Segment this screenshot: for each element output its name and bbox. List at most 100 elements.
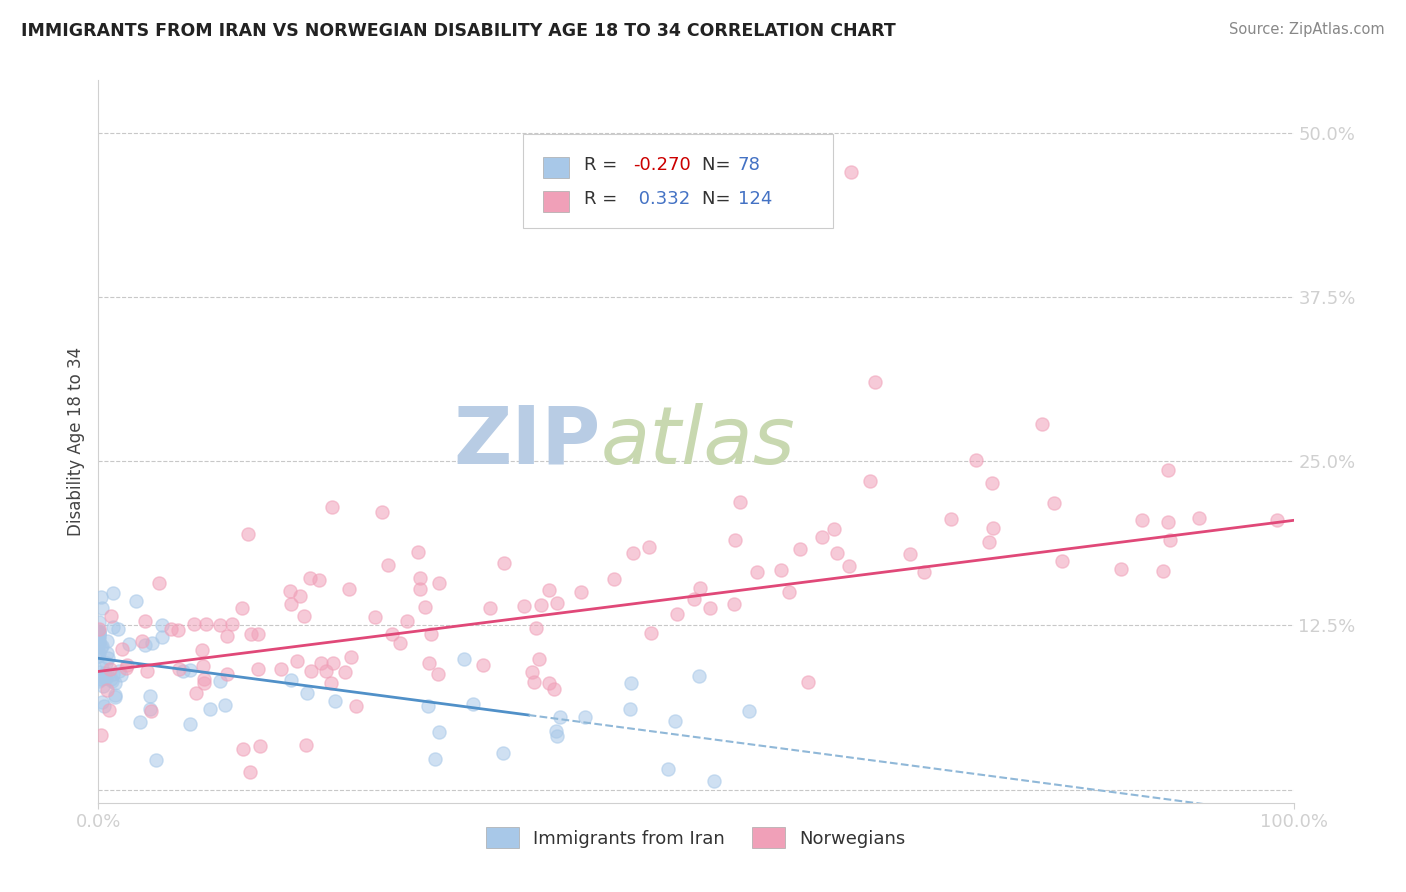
FancyBboxPatch shape: [523, 135, 834, 228]
Text: R =: R =: [583, 156, 623, 174]
Point: [89, 630, 111, 644]
Point: [689, 581, 711, 595]
Point: [311, 657, 333, 671]
Point: [537, 582, 560, 597]
Point: [841, 165, 863, 179]
Point: [420, 627, 443, 641]
Point: [89, 632, 111, 646]
Point: [337, 582, 360, 596]
Point: [1132, 513, 1154, 527]
Point: [89, 615, 111, 629]
Point: [453, 652, 475, 666]
Point: [198, 702, 221, 716]
Point: [94, 666, 117, 681]
Point: [413, 599, 436, 614]
Text: IMMIGRANTS FROM IRAN VS NORWEGIAN DISABILITY AGE 18 TO 34 CORRELATION CHART: IMMIGRANTS FROM IRAN VS NORWEGIAN DISABI…: [21, 22, 896, 40]
Point: [418, 657, 440, 671]
Y-axis label: Disability Age 18 to 34: Disability Age 18 to 34: [66, 347, 84, 536]
Point: [657, 762, 679, 776]
Point: [87, 623, 110, 637]
Point: [139, 704, 162, 718]
Point: [1159, 533, 1181, 547]
Point: [1050, 554, 1073, 568]
Point: [323, 693, 346, 707]
Point: [94, 671, 117, 685]
Point: [340, 649, 363, 664]
Point: [620, 675, 643, 690]
Point: [980, 475, 1002, 490]
Point: [298, 571, 321, 585]
Point: [699, 601, 721, 615]
Point: [529, 652, 551, 666]
Point: [87, 624, 110, 639]
Point: [231, 601, 253, 615]
Point: [638, 540, 661, 554]
Point: [1031, 417, 1053, 431]
Point: [96, 672, 118, 686]
Point: [136, 664, 159, 678]
Point: [538, 676, 561, 690]
Point: [285, 654, 308, 668]
Point: [321, 500, 343, 515]
Point: [100, 672, 122, 686]
Point: [141, 636, 163, 650]
Point: [217, 629, 239, 643]
Point: [145, 753, 167, 767]
Point: [167, 662, 190, 676]
Point: [603, 572, 626, 586]
Point: [194, 617, 217, 632]
Text: 124: 124: [738, 190, 772, 208]
Point: [87, 648, 110, 663]
Point: [111, 641, 134, 656]
Point: [666, 607, 689, 621]
Point: [96, 656, 118, 670]
Point: [738, 704, 761, 718]
Point: [703, 773, 725, 788]
Point: [215, 667, 238, 681]
Point: [683, 591, 706, 606]
Point: [912, 565, 935, 579]
Point: [290, 589, 312, 603]
Point: [640, 625, 662, 640]
Point: [492, 746, 515, 760]
Point: [101, 586, 124, 600]
Point: [389, 636, 412, 650]
Point: [96, 633, 118, 648]
Point: [308, 573, 330, 587]
Text: ZIP: ZIP: [453, 402, 600, 481]
Point: [315, 664, 337, 678]
Point: [214, 698, 236, 712]
Point: [427, 575, 450, 590]
FancyBboxPatch shape: [543, 191, 569, 211]
Point: [148, 575, 170, 590]
Point: [574, 710, 596, 724]
Point: [104, 688, 127, 702]
Point: [295, 686, 318, 700]
Point: [87, 649, 110, 664]
Point: [939, 512, 962, 526]
Legend: Immigrants from Iran, Norwegians: Immigrants from Iran, Norwegians: [479, 820, 912, 855]
Point: [301, 664, 323, 678]
Point: [209, 674, 232, 689]
Point: [134, 638, 156, 652]
Point: [548, 710, 571, 724]
Point: [1188, 511, 1211, 525]
Point: [115, 661, 138, 675]
Point: [179, 717, 201, 731]
Point: [427, 724, 450, 739]
Point: [249, 739, 271, 753]
Point: [209, 618, 232, 632]
Point: [91, 600, 114, 615]
Point: [823, 522, 845, 536]
Point: [134, 614, 156, 628]
Text: N=: N=: [702, 190, 737, 208]
Point: [478, 600, 501, 615]
Point: [292, 609, 315, 624]
Point: [100, 608, 122, 623]
Point: [1267, 513, 1289, 527]
Point: [724, 533, 747, 547]
Point: [406, 545, 429, 559]
Point: [416, 699, 439, 714]
Text: 78: 78: [738, 156, 761, 174]
Point: [103, 620, 125, 634]
